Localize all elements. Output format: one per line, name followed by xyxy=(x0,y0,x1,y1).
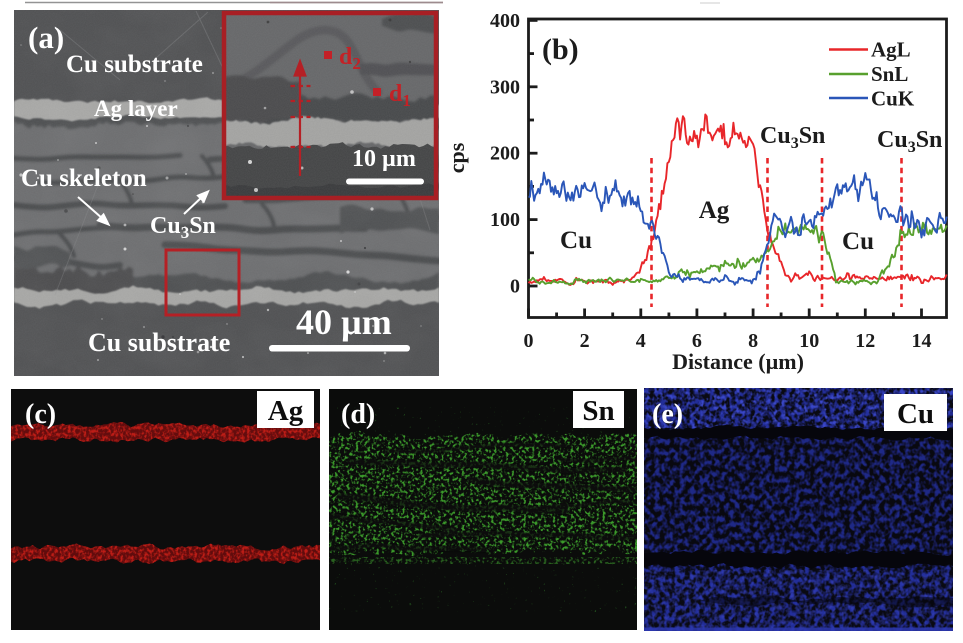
svg-text:(b): (b) xyxy=(542,33,579,66)
svg-text:14: 14 xyxy=(912,330,932,352)
svg-text:(e): (e) xyxy=(652,399,683,430)
svg-text:Ag layer: Ag layer xyxy=(94,96,178,121)
svg-text:2: 2 xyxy=(580,330,590,352)
svg-text:8: 8 xyxy=(748,330,758,352)
svg-text:Sn: Sn xyxy=(582,395,614,427)
svg-text:AgL: AgL xyxy=(871,38,911,62)
svg-text:Cu substrate: Cu substrate xyxy=(66,51,203,78)
svg-text:0: 0 xyxy=(510,276,520,298)
svg-text:400: 400 xyxy=(490,10,520,32)
svg-text:100: 100 xyxy=(490,209,520,231)
svg-text:0: 0 xyxy=(524,330,534,352)
svg-text:200: 200 xyxy=(490,143,520,165)
svg-text:6: 6 xyxy=(692,330,702,352)
svg-text:SnL: SnL xyxy=(871,62,908,86)
svg-text:Distance (µm): Distance (µm) xyxy=(672,349,804,374)
svg-text:Ag: Ag xyxy=(699,197,730,224)
svg-text:12: 12 xyxy=(855,330,875,352)
svg-text:Ag: Ag xyxy=(268,395,304,427)
svg-text:Cu3Sn: Cu3Sn xyxy=(150,213,216,242)
svg-text:cps: cps xyxy=(444,142,469,173)
svg-text:10 µm: 10 µm xyxy=(352,146,416,172)
svg-text:10: 10 xyxy=(799,330,819,352)
svg-text:Cu: Cu xyxy=(842,228,874,255)
svg-text:Cu skeleton: Cu skeleton xyxy=(21,165,147,192)
svg-text:Cu3Sn: Cu3Sn xyxy=(877,127,942,156)
svg-text:Cu3Sn: Cu3Sn xyxy=(760,123,825,152)
svg-text:(c): (c) xyxy=(25,399,56,430)
svg-text:40 µm: 40 µm xyxy=(296,302,392,342)
svg-text:4: 4 xyxy=(636,330,646,352)
svg-text:300: 300 xyxy=(490,76,520,98)
svg-text:Cu substrate: Cu substrate xyxy=(88,328,230,357)
svg-text:CuK: CuK xyxy=(871,87,915,111)
svg-text:Cu: Cu xyxy=(897,398,934,430)
svg-text:Cu: Cu xyxy=(560,227,592,254)
svg-text:(a): (a) xyxy=(28,20,64,55)
svg-text:(d): (d) xyxy=(341,399,375,430)
